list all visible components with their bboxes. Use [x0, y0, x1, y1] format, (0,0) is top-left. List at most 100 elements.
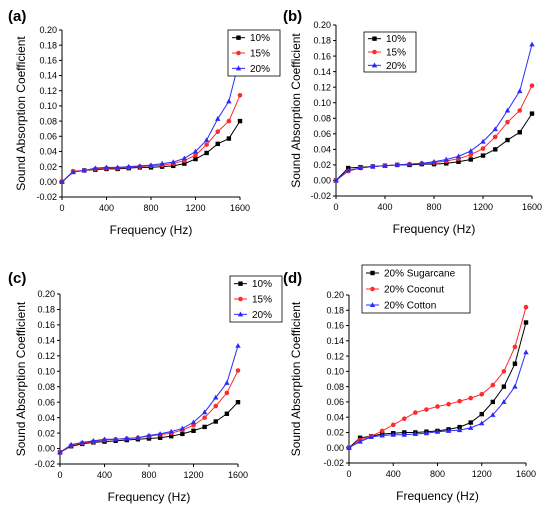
- data-point: [224, 380, 230, 385]
- series-20-cotton: [346, 349, 529, 450]
- legend-swatch-marker: [235, 65, 242, 71]
- data-point: [137, 163, 143, 168]
- y-tick-label: 0.02: [313, 160, 331, 170]
- y-axis-title: Sound Absorption Coefficient: [14, 301, 28, 456]
- data-point: [479, 391, 485, 397]
- data-point: [235, 368, 241, 373]
- data-point: [456, 159, 461, 164]
- series-15-: [59, 92, 243, 185]
- legend-entry: 10%: [252, 279, 272, 290]
- series-line: [348, 307, 527, 449]
- y-tick-label: 0.16: [313, 51, 331, 61]
- series-20-: [333, 41, 535, 183]
- data-point: [468, 148, 474, 153]
- y-tick-label: 0.12: [37, 351, 55, 361]
- data-point: [213, 419, 218, 424]
- data-point: [431, 159, 437, 164]
- y-tick-label: 0.14: [37, 336, 55, 346]
- data-point: [215, 129, 221, 135]
- data-point: [346, 444, 352, 450]
- data-point: [146, 436, 152, 441]
- data-point: [443, 156, 449, 162]
- x-tick-label: 1600: [230, 203, 250, 213]
- series-10-: [57, 399, 241, 455]
- data-point: [501, 369, 507, 374]
- legend-swatch-marker: [372, 49, 377, 55]
- y-tick-label: 0.12: [326, 351, 344, 361]
- x-axis-title: Frequency (Hz): [393, 222, 476, 236]
- data-point: [406, 161, 413, 167]
- data-point: [180, 431, 185, 437]
- data-point: [512, 383, 518, 389]
- y-tick-label: 0.06: [313, 129, 331, 139]
- y-tick-label: 0.20: [37, 289, 55, 299]
- data-point: [213, 394, 219, 400]
- y-tick-label: 0.14: [313, 67, 331, 77]
- x-tick-label: 0: [333, 202, 338, 212]
- data-point: [226, 118, 232, 124]
- y-tick-label: 0.18: [326, 305, 344, 315]
- x-axis-title: Frequency (Hz): [110, 223, 193, 237]
- data-point: [512, 361, 518, 366]
- data-point: [529, 83, 535, 88]
- data-point: [159, 160, 165, 166]
- legend-box: [361, 264, 471, 314]
- legend-swatch-marker: [236, 35, 241, 40]
- y-tick-label: 0.08: [37, 382, 55, 392]
- x-tick-label: 400: [99, 203, 114, 213]
- legend-entry: 20%: [252, 310, 272, 321]
- y-tick-label: 0.00: [39, 177, 57, 187]
- legend-swatch-marker: [370, 270, 375, 276]
- x-tick-label: 800: [141, 470, 156, 480]
- y-tick-label: 0.00: [326, 443, 344, 453]
- data-point: [434, 428, 441, 434]
- data-point: [193, 156, 198, 162]
- data-point: [202, 424, 207, 430]
- data-point: [490, 399, 496, 405]
- y-tick-label: 0.04: [326, 412, 344, 422]
- data-point: [501, 384, 507, 389]
- y-tick-label: 0.06: [326, 397, 344, 407]
- data-point: [402, 416, 407, 422]
- data-point: [480, 146, 486, 151]
- data-point: [357, 165, 364, 171]
- data-point: [457, 424, 462, 430]
- y-tick-label: -0.02: [310, 191, 331, 201]
- legend-swatch-marker: [238, 281, 243, 286]
- y-tick-label: 0.06: [37, 397, 55, 407]
- data-point: [423, 430, 430, 436]
- data-point: [237, 118, 243, 124]
- x-tick-label: 400: [97, 470, 112, 480]
- data-point: [379, 432, 385, 438]
- data-point: [168, 428, 174, 434]
- x-tick-label: 1200: [473, 202, 493, 212]
- legend-entry: 20% Cotton: [384, 301, 436, 312]
- data-point: [345, 167, 351, 173]
- data-point: [112, 436, 119, 442]
- data-point: [523, 349, 529, 355]
- x-tick-label: 0: [57, 470, 62, 480]
- data-point: [435, 404, 440, 409]
- data-point: [490, 382, 496, 388]
- data-point: [444, 161, 449, 166]
- data-point: [517, 88, 523, 94]
- data-point: [467, 425, 474, 430]
- y-tick-label: 0.04: [39, 147, 57, 157]
- x-tick-label: 0: [346, 469, 351, 479]
- x-tick-label: 800: [426, 202, 441, 212]
- data-point: [191, 428, 196, 433]
- data-point: [103, 164, 110, 170]
- y-tick-label: 0.20: [39, 25, 57, 35]
- x-tick-label: 1200: [185, 203, 205, 213]
- data-point: [479, 411, 484, 417]
- y-tick-label: 0.04: [313, 145, 331, 155]
- panel-label: (b): [283, 8, 302, 25]
- data-point: [135, 434, 141, 440]
- data-point: [382, 162, 388, 168]
- legend: 20% Sugarcane 20% Coconut 20% Cotton: [361, 264, 471, 314]
- data-point: [237, 92, 243, 98]
- data-point: [215, 141, 220, 147]
- data-point: [193, 152, 198, 158]
- legend-swatch-marker: [371, 62, 378, 68]
- y-tick-label: -0.02: [34, 459, 55, 469]
